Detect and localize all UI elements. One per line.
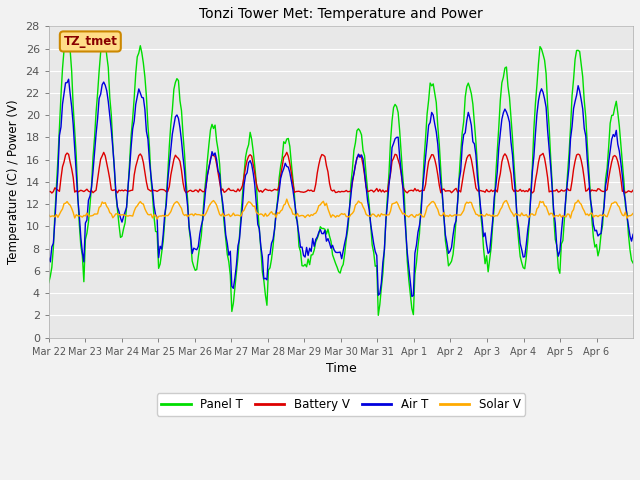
- Battery V: [67, 159, 74, 165]
- Panel T: [552, 237, 559, 242]
- Air T: [629, 231, 637, 237]
- Air T: [465, 109, 472, 115]
- Air T: [347, 193, 355, 199]
- Solar V: [629, 211, 637, 216]
- Solar V: [83, 210, 91, 216]
- Air T: [552, 220, 559, 226]
- Air T: [65, 76, 72, 82]
- Solar V: [349, 211, 356, 216]
- Panel T: [465, 80, 472, 86]
- Battery V: [629, 187, 637, 193]
- Line: Solar V: Solar V: [49, 199, 633, 219]
- Battery V: [84, 188, 92, 194]
- Battery V: [552, 188, 559, 194]
- Battery V: [465, 153, 472, 158]
- Panel T: [374, 312, 382, 318]
- Battery V: [283, 149, 291, 155]
- Line: Panel T: Panel T: [49, 36, 633, 315]
- Solar V: [552, 213, 559, 218]
- Battery V: [48, 190, 56, 196]
- Solar V: [628, 212, 636, 218]
- Line: Battery V: Battery V: [49, 152, 633, 193]
- Text: TZ_tmet: TZ_tmet: [63, 35, 117, 48]
- Solar V: [465, 200, 472, 206]
- Panel T: [63, 34, 71, 39]
- Title: Tonzi Tower Met: Temperature and Power: Tonzi Tower Met: Temperature and Power: [199, 7, 483, 21]
- Panel T: [45, 280, 52, 286]
- Air T: [45, 255, 52, 261]
- Panel T: [629, 260, 637, 266]
- Panel T: [347, 181, 355, 187]
- Air T: [84, 197, 92, 203]
- Solar V: [283, 196, 291, 202]
- Solar V: [153, 216, 161, 222]
- Air T: [628, 238, 636, 244]
- Air T: [67, 91, 74, 96]
- Battery V: [45, 189, 52, 194]
- Air T: [408, 294, 416, 300]
- Panel T: [67, 47, 74, 53]
- Panel T: [628, 257, 636, 263]
- Legend: Panel T, Battery V, Air T, Solar V: Panel T, Battery V, Air T, Solar V: [157, 393, 525, 416]
- Panel T: [84, 219, 92, 225]
- Y-axis label: Temperature (C) / Power (V): Temperature (C) / Power (V): [7, 100, 20, 264]
- Solar V: [65, 201, 72, 207]
- Battery V: [628, 189, 636, 195]
- Solar V: [45, 212, 52, 218]
- Battery V: [349, 180, 356, 186]
- X-axis label: Time: Time: [326, 362, 356, 375]
- Line: Air T: Air T: [49, 79, 633, 297]
